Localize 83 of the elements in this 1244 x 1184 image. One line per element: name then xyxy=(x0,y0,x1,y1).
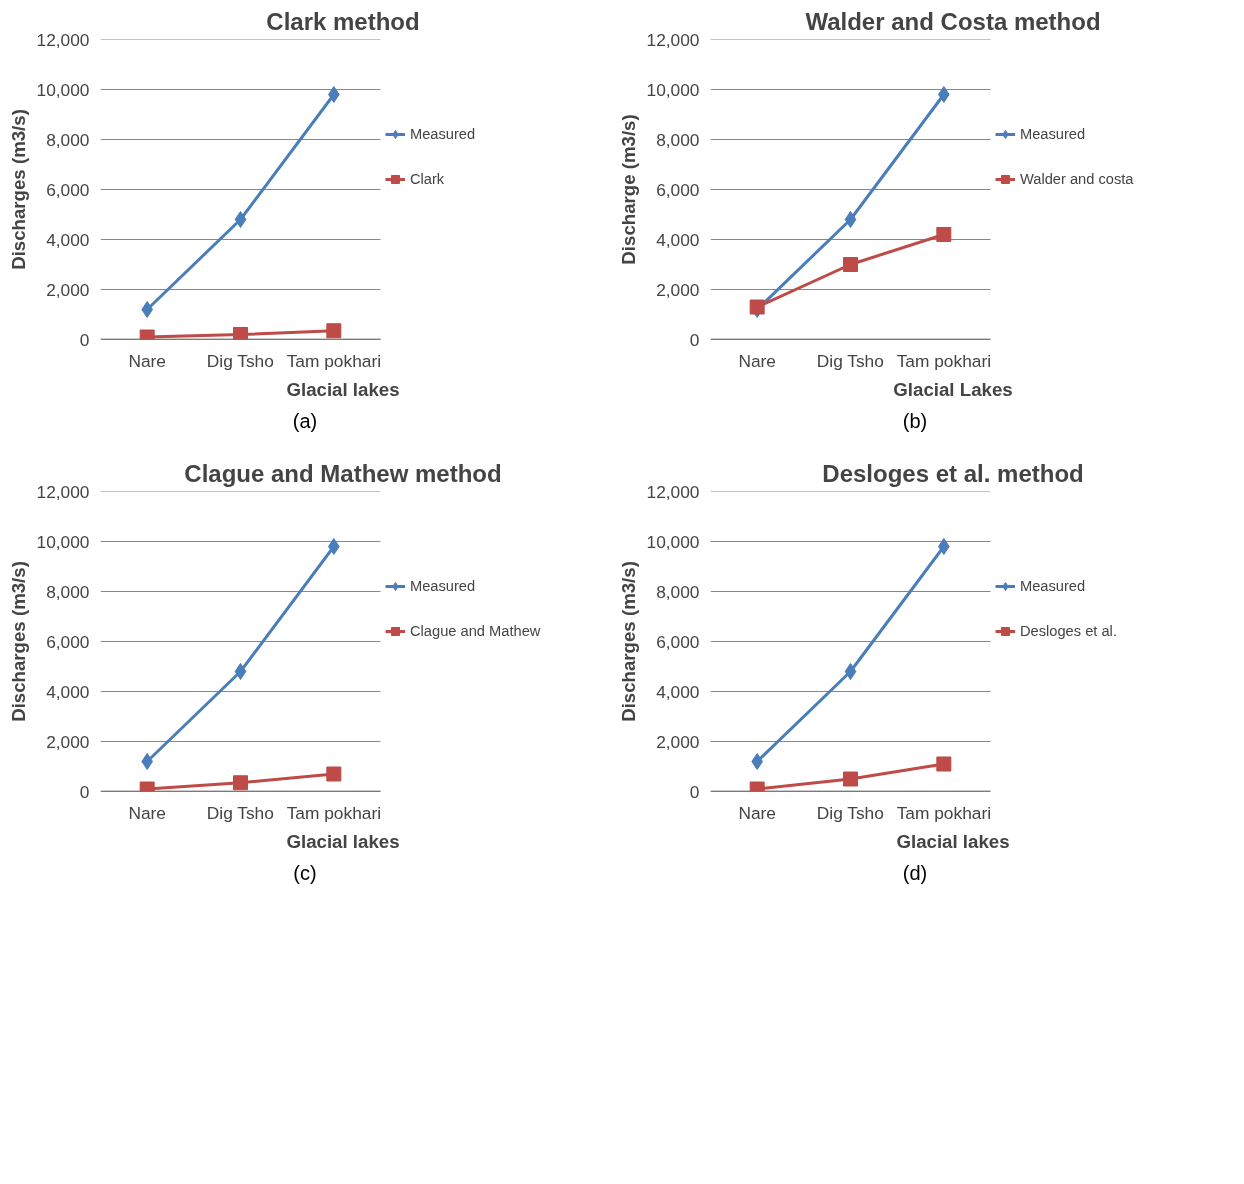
legend-label: Measured xyxy=(410,126,476,142)
chart-title: Clague and Mathew method xyxy=(184,459,502,487)
y-tick-label: 0 xyxy=(689,329,700,350)
y-tick-label: 12,000 xyxy=(646,29,700,50)
legend-label: Measured xyxy=(1020,126,1086,142)
y-tick-label: 10,000 xyxy=(36,531,90,552)
point xyxy=(328,538,340,555)
point xyxy=(938,86,950,103)
point xyxy=(936,227,952,242)
point xyxy=(233,775,248,791)
point xyxy=(234,211,247,228)
y-axis-title: Discharge (m3/s) xyxy=(617,114,639,265)
x-tick-label: Dig Tsho xyxy=(206,802,274,823)
y-tick-label: 2,000 xyxy=(46,731,90,752)
point xyxy=(326,766,342,782)
legend-label: Walder and costa xyxy=(1020,171,1134,187)
point xyxy=(233,327,248,340)
point xyxy=(234,663,247,680)
y-tick-label: 12,000 xyxy=(646,481,700,502)
y-tick-label: 10,000 xyxy=(646,79,700,100)
y-tick-label: 10,000 xyxy=(646,531,700,552)
x-axis-title: Glacial lakes xyxy=(286,378,400,400)
x-tick-label: Tam pokhari xyxy=(286,350,382,371)
point xyxy=(751,753,763,770)
chart-title: Clark method xyxy=(266,7,420,35)
y-tick-label: 8,000 xyxy=(656,129,700,150)
legend-label: Clague and Mathew xyxy=(410,623,541,639)
x-axis-title: Glacial Lakes xyxy=(893,378,1013,400)
point xyxy=(141,753,153,770)
y-tick-label: 0 xyxy=(79,329,90,350)
text: (a) xyxy=(292,409,318,434)
y-tick-label: 12,000 xyxy=(36,29,90,50)
x-tick-label: Nare xyxy=(738,350,776,371)
x-tick-label: Nare xyxy=(128,350,166,371)
chart-title: Desloges et al. method xyxy=(822,459,1084,487)
x-tick-label: Nare xyxy=(128,802,166,823)
legend-label: Measured xyxy=(1020,578,1086,594)
x-tick-label: Nare xyxy=(738,802,776,823)
y-tick-label: 4,000 xyxy=(656,229,700,250)
y-tick-label: 10,000 xyxy=(36,79,90,100)
x-tick-label: Tam pokhari xyxy=(286,802,382,823)
y-tick-label: 6,000 xyxy=(656,631,700,652)
x-tick-label: Tam pokhari xyxy=(896,350,992,371)
y-tick-label: 4,000 xyxy=(656,681,700,702)
text: (b) xyxy=(902,409,928,434)
y-tick-label: 8,000 xyxy=(46,581,90,602)
point xyxy=(936,756,952,772)
y-axis-title: Discharges (m3/s) xyxy=(7,109,29,270)
y-tick-label: 6,000 xyxy=(656,179,700,200)
y-tick-label: 2,000 xyxy=(46,279,90,300)
y-tick-label: 6,000 xyxy=(46,631,90,652)
point xyxy=(844,211,857,228)
y-axis-title: Discharges (m3/s) xyxy=(617,561,639,722)
x-tick-label: Dig Tsho xyxy=(816,802,884,823)
x-tick-label: Dig Tsho xyxy=(816,350,884,371)
x-axis-title: Glacial lakes xyxy=(286,830,400,852)
y-axis-title: Discharges (m3/s) xyxy=(7,561,29,722)
legend-label: Measured xyxy=(410,578,476,594)
y-tick-label: 4,000 xyxy=(46,681,90,702)
y-tick-label: 4,000 xyxy=(46,229,90,250)
x-axis-title: Glacial lakes xyxy=(896,830,1010,852)
y-tick-label: 6,000 xyxy=(46,179,90,200)
y-tick-label: 0 xyxy=(79,781,90,802)
y-tick-label: 2,000 xyxy=(656,731,700,752)
point xyxy=(326,323,342,339)
legend-label: Clark xyxy=(410,171,445,187)
point xyxy=(328,86,340,103)
y-tick-label: 8,000 xyxy=(46,129,90,150)
point xyxy=(844,663,857,680)
point xyxy=(843,771,858,787)
point xyxy=(843,257,858,272)
y-tick-label: 8,000 xyxy=(656,581,700,602)
chart-title: Walder and Costa method xyxy=(805,7,1101,35)
y-tick-label: 2,000 xyxy=(656,279,700,300)
legend-label: Desloges et al. xyxy=(1020,623,1117,639)
text: (d) xyxy=(902,861,928,886)
x-tick-label: Tam pokhari xyxy=(896,802,992,823)
x-tick-label: Dig Tsho xyxy=(206,350,274,371)
point xyxy=(938,538,950,555)
y-tick-label: 0 xyxy=(689,781,700,802)
point xyxy=(141,301,153,318)
text: (c) xyxy=(293,861,317,886)
y-tick-label: 12,000 xyxy=(36,481,90,502)
